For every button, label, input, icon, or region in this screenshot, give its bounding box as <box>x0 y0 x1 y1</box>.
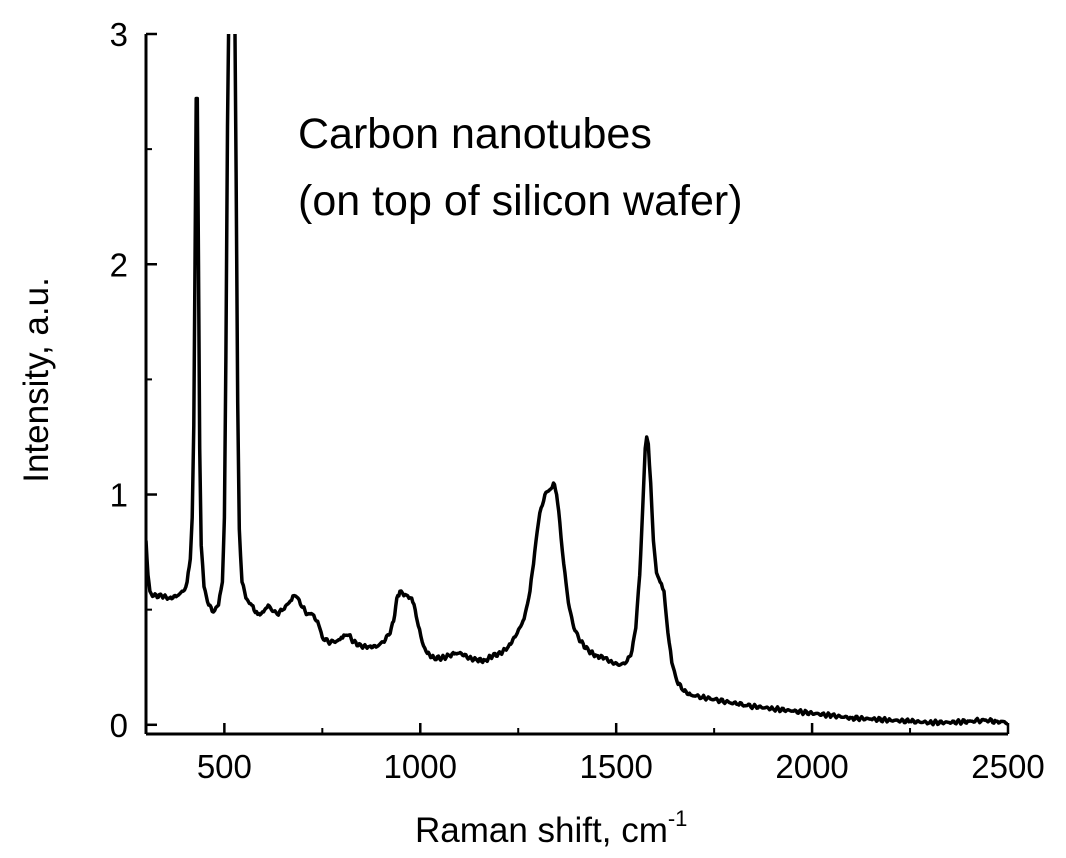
axes <box>144 32 1010 736</box>
x-axis-title: Raman shift, cm-1 <box>415 806 687 850</box>
annotation-line-1: Carbon nanotubes <box>298 110 652 158</box>
x-tick-label: 1000 <box>384 748 457 785</box>
x-tick-label: 2500 <box>971 748 1044 785</box>
series-layer <box>146 34 1008 727</box>
y-tick-label: 2 <box>110 246 128 283</box>
x-axis-title-superscript: -1 <box>668 806 688 831</box>
y-tick-label: 3 <box>110 16 128 53</box>
annotation-line-2: (on top of silicon wafer) <box>298 177 743 225</box>
x-axis-title-text: Raman shift, cm <box>415 811 668 850</box>
x-tick-label: 1500 <box>579 748 652 785</box>
x-tick-label: 2000 <box>775 748 848 785</box>
y-tick-label: 0 <box>110 707 128 744</box>
x-tick-label: 500 <box>197 748 252 785</box>
y-tick-label: 1 <box>110 477 128 514</box>
y-axis-title: Intensity, a.u. <box>17 277 56 483</box>
series-line <box>146 34 1008 727</box>
tick-labels: 500 1000 1500 2000 2500 0 1 2 3 <box>110 16 1045 785</box>
